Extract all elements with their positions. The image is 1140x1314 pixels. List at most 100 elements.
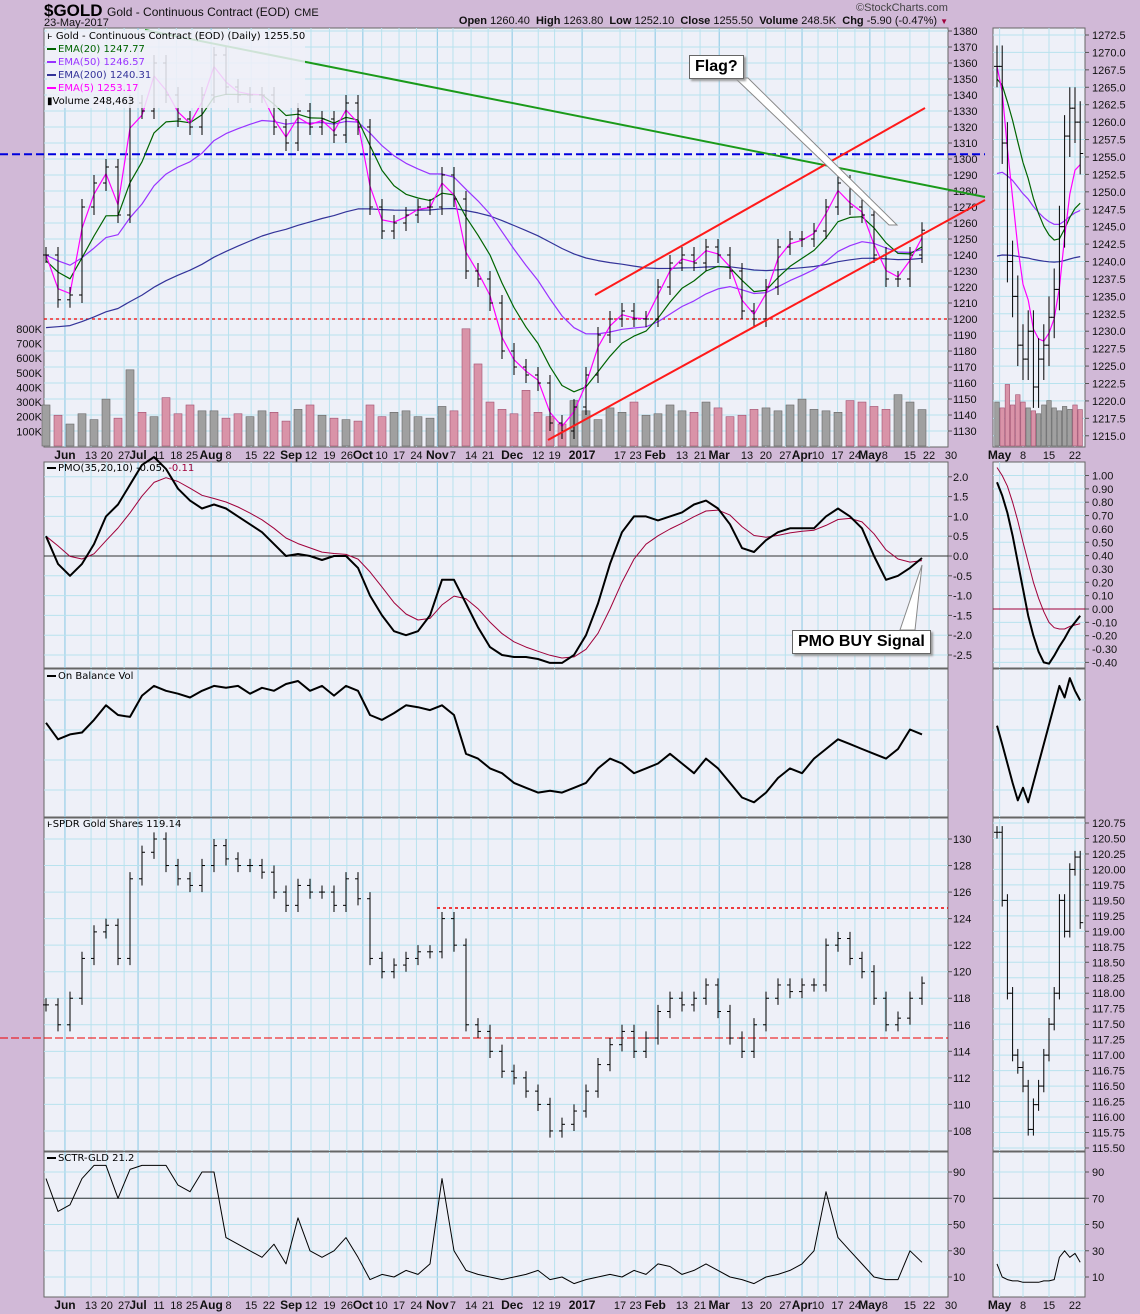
price-axis-label: 1240 [953,250,977,262]
mini-spdr-axis-label: 115.75 [1092,1128,1125,1140]
volume-bar [401,410,411,447]
volume-axis-label: 800K [16,324,42,336]
pmo-axis-label: -2.0 [953,630,972,642]
volume-bar [53,414,63,447]
x-tick-label: 13 [741,1300,753,1312]
mini-price-axis-label: 1247.5 [1092,204,1126,216]
obv-title-text: On Balance Vol [58,671,134,682]
x-tick-label: 24 [849,450,861,462]
volume-axis-label: 300K [16,397,42,409]
mini-pmo-axis-label: -0.20 [1092,631,1117,643]
mini-obv-line [996,677,1082,804]
mini-price-axis-label: 1215.0 [1092,431,1126,443]
spdr-axis-label: 118 [953,993,971,1005]
volume-bar [821,410,831,447]
change-label: Chg [842,15,864,27]
copyright[interactable]: ©StockCharts.com [856,2,948,14]
spdr-axis-label: 116 [953,1020,971,1032]
mini-price-axis-label: 1242.5 [1092,239,1126,251]
spdr-title-text: SPDR Gold Shares 119.14 [52,819,182,830]
mini-sctr-line [996,1250,1081,1283]
x-tick-label: 30 [945,450,957,462]
x-tick-label: May [988,448,1012,462]
x-tick-label: 10 [812,1300,824,1312]
x-tick-label: 18 [170,1300,182,1312]
x-tick-label: Dec [501,1298,523,1312]
legend-label: Volume 248,463 [52,96,135,107]
volume-bar [317,414,327,447]
volume-bar [449,410,459,447]
x-tick-label: 20 [101,1300,113,1312]
mini-sctr-axis-label: 70 [1092,1193,1104,1205]
volume-bar [605,407,615,447]
mini-price-axis-label: 1255.0 [1092,152,1126,164]
mini-price-axis-label: 1250.0 [1092,187,1126,199]
legend-label: EMA(5) 1253.17 [58,83,139,94]
mini-pmo-axis-label: 0.90 [1092,484,1113,496]
mini-price-axis-label: 1257.5 [1092,135,1126,147]
mini-spdr-axis-label: 118.25 [1092,973,1125,985]
price-axis-label: 1300 [953,154,977,166]
volume-bar [881,409,891,447]
x-tick-label: 26 [341,1300,353,1312]
volume-bar [665,404,675,447]
x-tick-label: 25 [186,1300,198,1312]
volume-bar [281,420,291,447]
mini-spdr-axis-label: 119.50 [1092,895,1125,907]
x-tick-label: 15 [1043,450,1055,462]
volume-bar [149,416,159,447]
pmo-axis-label: -0.5 [953,571,972,583]
volume-bar [461,328,471,447]
x-tick-label: 11 [153,1300,164,1312]
mini-pmo-axis-label: 0.30 [1092,564,1113,576]
x-tick-label: 19 [323,450,335,462]
price-axis-label: 1180 [953,346,977,358]
mini-price-axis-label: 1240.0 [1092,257,1126,269]
volume-value: 248.5K [801,15,837,27]
x-tick-label: 13 [741,450,753,462]
price-axis-label: 1250 [953,234,977,246]
mini-spdr-axis-label: 115.50 [1092,1143,1125,1155]
x-tick-label: 18 [170,450,182,462]
price-axis-label: 1360 [953,58,977,70]
x-tick-label: 24 [410,1300,422,1312]
legend-ema5: EMA(5) 1253.17 [47,82,305,95]
volume-bar [749,409,759,447]
mini-spdr-axis-label: 120.00 [1092,864,1126,876]
mini-price-axis-label: 1235.0 [1092,291,1126,303]
volume-bar [737,414,747,447]
spdr-axis-label: 128 [953,861,971,873]
x-tick-label: Apr [792,448,813,462]
mini-price-axis-label: 1232.5 [1092,309,1126,321]
mini-price-axis-label: 1270.0 [1092,47,1126,59]
obv-line [45,680,923,804]
mini-spdr-axis-label: 118.75 [1092,942,1125,954]
mini-spdr-axis-label: 119.75 [1092,880,1125,892]
sctr-title-text: SCTR-GLD 21.2 [58,1153,135,1164]
volume-bar [65,423,75,447]
x-tick-label: Jul [129,448,146,462]
x-tick-label: 8 [225,450,231,462]
volume-label: Volume [759,15,799,27]
mini-volume-bar [1030,410,1036,447]
x-tick-label: 17 [614,450,626,462]
spdr-axis-label: 108 [953,1126,971,1138]
ohlc-summary: Open 1260.40 High 1263.80 Low 1252.10 Cl… [459,15,948,27]
x-tick-label: 12 [305,1300,317,1312]
panel-main-3 [43,817,949,1152]
x-tick-label: Jul [129,1298,146,1312]
pmo-buy-annotation[interactable]: PMO BUY Signal [792,630,931,654]
mini-volume-bar [1072,404,1078,447]
mini-price-axis-label: 1272.5 [1092,30,1126,42]
sctr-axis-label: 10 [953,1272,965,1284]
volume-bar [329,417,339,447]
volume-axis-label: 200K [16,412,42,424]
close-value: 1255.50 [713,15,754,27]
mini-spdr-axis-label: 120.50 [1092,833,1126,845]
spdr-axis-label: 120 [953,967,971,979]
high-value: 1263.80 [563,15,604,27]
mini-spdr-axis-label: 120.25 [1092,849,1126,861]
volume-bar [677,410,687,447]
flag-annotation[interactable]: Flag? [689,55,744,79]
x-tick-label: 13 [676,1300,688,1312]
